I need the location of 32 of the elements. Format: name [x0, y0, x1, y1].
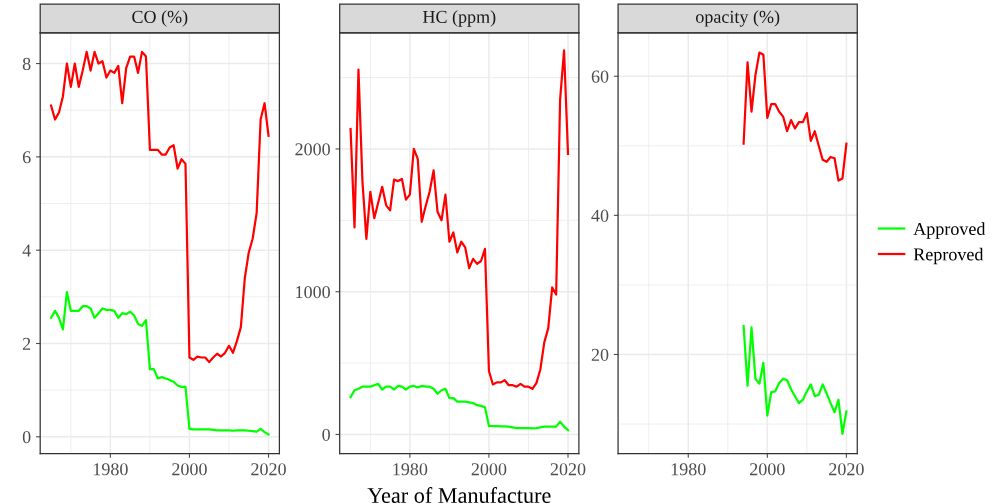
y-tick-label: 0: [322, 428, 330, 441]
y-tick-label: 20: [591, 348, 609, 361]
x-tick-label: 2020: [251, 463, 286, 476]
x-tick-label: 1980: [393, 463, 428, 476]
x-tick-label: 2020: [550, 463, 586, 476]
line-series: [49, 291, 270, 436]
x-tick-label: 2000: [471, 463, 507, 476]
line-series: [742, 324, 848, 435]
x-tick-label: 1980: [671, 463, 706, 476]
x-tick-label: 2000: [750, 463, 785, 476]
line-series: [742, 51, 848, 182]
line-series: [349, 49, 570, 390]
y-tick-label: 40: [591, 209, 609, 222]
y-tick-label: 60: [591, 70, 609, 83]
legend-label: Approved: [913, 222, 986, 239]
x-axis-title: Year of Manufacture: [367, 487, 551, 503]
y-tick-label: 2: [22, 337, 31, 350]
y-tick-label: 0: [22, 431, 31, 444]
legend-label: Reproved: [913, 247, 984, 265]
y-tick-label: 2000: [295, 143, 330, 156]
chart-title: CO (%): [132, 10, 188, 27]
y-tick-label: 4: [22, 244, 31, 257]
y-tick-label: 6: [22, 151, 31, 164]
y-tick-label: 8: [22, 57, 31, 70]
x-tick-label: 2000: [172, 463, 207, 476]
x-tick-label: 2020: [829, 463, 864, 476]
x-tick-label: 1980: [93, 463, 128, 476]
line-series: [349, 382, 570, 432]
chart-title: HC (ppm): [422, 10, 496, 27]
line-series: [49, 50, 270, 364]
y-tick-label: 1000: [296, 285, 330, 299]
chart-title: opacity (%): [696, 10, 780, 27]
